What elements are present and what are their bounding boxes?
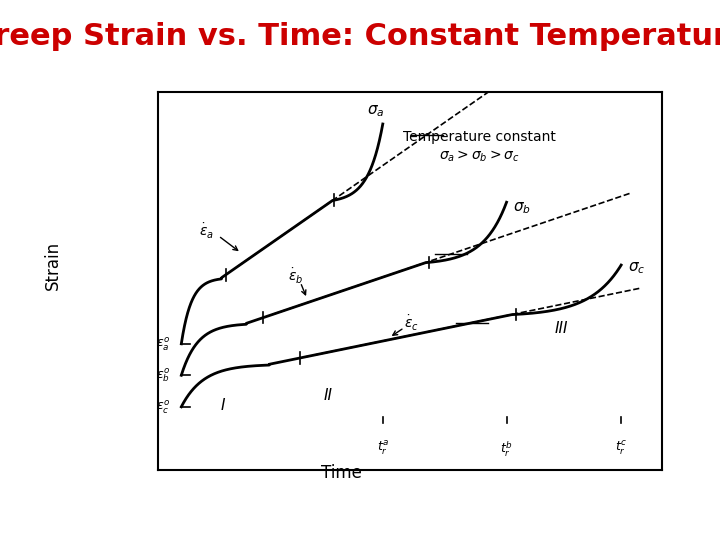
Text: $\dot{\varepsilon}_c$: $\dot{\varepsilon}_c$: [404, 314, 418, 333]
Text: Strain: Strain: [44, 240, 62, 289]
Text: $\varepsilon_c^o$: $\varepsilon_c^o$: [156, 398, 170, 416]
Text: $\varepsilon_a^o$: $\varepsilon_a^o$: [156, 335, 170, 353]
Text: $\dot{\varepsilon}_b$: $\dot{\varepsilon}_b$: [288, 267, 303, 286]
Text: $\sigma_c$: $\sigma_c$: [628, 260, 645, 276]
Text: $t_r^a$: $t_r^a$: [377, 440, 390, 457]
Text: III: III: [555, 321, 568, 335]
Text: $\sigma_b$: $\sigma_b$: [513, 201, 531, 217]
Text: Time: Time: [321, 463, 362, 482]
Text: $\varepsilon_b^o$: $\varepsilon_b^o$: [156, 367, 170, 384]
Text: Temperature constant: Temperature constant: [402, 130, 556, 144]
Text: Creep Strain vs. Time: Constant Temperature: Creep Strain vs. Time: Constant Temperat…: [0, 22, 720, 51]
Text: II: II: [323, 388, 333, 403]
Text: $t_r^b$: $t_r^b$: [500, 440, 513, 460]
Text: I: I: [220, 398, 225, 413]
Text: $\sigma_a$: $\sigma_a$: [367, 104, 384, 119]
Text: $\dot{\varepsilon}_a$: $\dot{\varepsilon}_a$: [199, 221, 215, 240]
Text: $t_r^c$: $t_r^c$: [615, 440, 627, 457]
Text: $\sigma_a > \sigma_b > \sigma_c$: $\sigma_a > \sigma_b > \sigma_c$: [438, 148, 519, 164]
